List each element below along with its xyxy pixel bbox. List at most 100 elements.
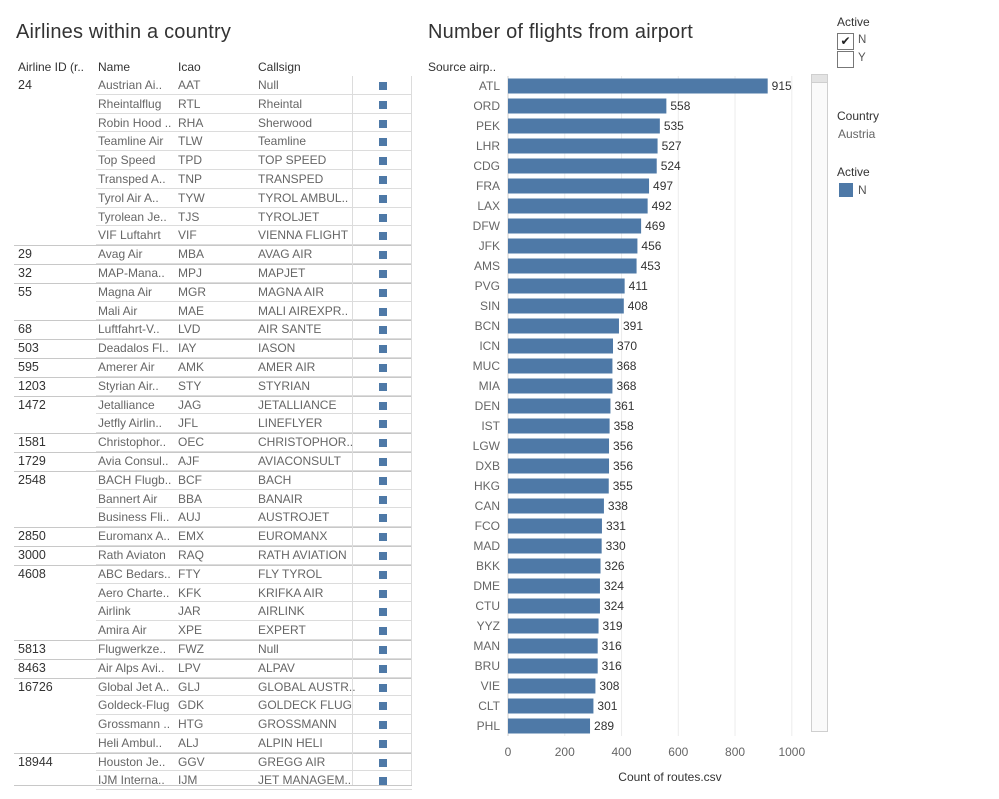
- row-mark[interactable]: [379, 758, 387, 767]
- row-mark[interactable]: [379, 664, 387, 673]
- table-row[interactable]: VIF Luftahrt VIF VIENNA FLIGHT: [14, 226, 414, 246]
- row-mark[interactable]: [379, 138, 387, 147]
- scrollbar-thumb[interactable]: [812, 75, 827, 83]
- bar[interactable]: [508, 378, 613, 394]
- row-mark[interactable]: [379, 326, 387, 335]
- bar[interactable]: [508, 198, 648, 214]
- row-header-source-airport[interactable]: Source airp..: [428, 60, 496, 74]
- bar[interactable]: [508, 338, 614, 354]
- table-row[interactable]: 18944 Houston Je.. GGV GREGG AIR: [14, 752, 414, 772]
- row-mark[interactable]: [379, 702, 387, 711]
- row-mark[interactable]: [379, 307, 387, 316]
- row-mark[interactable]: [379, 476, 387, 485]
- row-mark[interactable]: [379, 514, 387, 523]
- bar[interactable]: [508, 718, 591, 734]
- table-row[interactable]: Bannert Air BBA BANAIR: [14, 490, 414, 509]
- table-row[interactable]: 1581 Christophor.. OEC CHRISTOPHOR..: [14, 433, 414, 452]
- table-row[interactable]: Rheintalflug RTL Rheintal: [14, 95, 414, 114]
- row-mark[interactable]: [379, 363, 387, 372]
- table-row[interactable]: Heli Ambul.. ALJ ALPIN HELI: [14, 734, 414, 753]
- table-row[interactable]: 29 Avag Air MBA AVAG AIR: [14, 245, 414, 264]
- bar[interactable]: [508, 158, 657, 174]
- bar[interactable]: [508, 618, 599, 634]
- row-mark[interactable]: [379, 627, 387, 636]
- row-mark[interactable]: [379, 157, 387, 166]
- bar[interactable]: [508, 418, 610, 434]
- table-row[interactable]: 2548 BACH Flugb.. BCF BACH: [14, 470, 414, 490]
- table-row[interactable]: 16726 Global Jet A.. GLJ GLOBAL AUSTR..: [14, 677, 414, 697]
- table-row[interactable]: Grossmann .. HTG GROSSMANN: [14, 715, 414, 734]
- table-row[interactable]: Business Fli.. AUJ AUSTROJET: [14, 508, 414, 528]
- row-mark[interactable]: [379, 82, 387, 90]
- bar[interactable]: [508, 278, 625, 294]
- row-mark[interactable]: [379, 213, 387, 222]
- table-row[interactable]: 503 Deadalos Fl.. IAY IASON: [14, 339, 414, 358]
- bar[interactable]: [508, 258, 637, 274]
- bar[interactable]: [508, 298, 624, 314]
- row-mark[interactable]: [379, 495, 387, 504]
- bar[interactable]: [508, 558, 601, 574]
- bar[interactable]: [508, 678, 596, 694]
- table-row[interactable]: Amira Air XPE EXPERT: [14, 621, 414, 640]
- checkbox-n[interactable]: ✔: [837, 33, 854, 50]
- bar[interactable]: [508, 538, 602, 554]
- row-mark[interactable]: [379, 100, 387, 109]
- row-mark[interactable]: [379, 269, 387, 278]
- table-row[interactable]: 55 Magna Air MGR MAGNA AIR: [14, 282, 414, 302]
- bar[interactable]: [508, 458, 610, 474]
- row-mark[interactable]: [379, 439, 387, 448]
- table-row[interactable]: Aero Charte.. KFK KRIFKA AIR: [14, 584, 414, 603]
- bar[interactable]: [508, 138, 658, 154]
- bar[interactable]: [508, 218, 642, 234]
- header-name[interactable]: Name: [98, 60, 131, 74]
- row-mark[interactable]: [379, 420, 387, 429]
- row-mark[interactable]: [379, 721, 387, 730]
- row-mark[interactable]: [379, 401, 387, 410]
- row-mark[interactable]: [379, 175, 387, 184]
- table-row[interactable]: Teamline Air TLW Teamline: [14, 132, 414, 152]
- row-mark[interactable]: [379, 457, 387, 466]
- chart-scrollbar[interactable]: [811, 74, 828, 732]
- row-mark[interactable]: [379, 382, 387, 391]
- country-filter-value[interactable]: Austria: [838, 127, 876, 141]
- bar[interactable]: [508, 478, 609, 494]
- bar[interactable]: [508, 118, 660, 134]
- table-row[interactable]: Robin Hood .. RHA Sherwood: [14, 114, 414, 133]
- bar[interactable]: [508, 638, 598, 654]
- table-row[interactable]: 595 Amerer Air AMK AMER AIR: [14, 357, 414, 377]
- table-row[interactable]: Airlink JAR AIRLINK: [14, 602, 414, 622]
- table-row[interactable]: 32 MAP-Mana.. MPJ MAPJET: [14, 263, 414, 283]
- table-row[interactable]: IJM Interna.. IJM JET MANAGEM..: [14, 771, 414, 791]
- table-row[interactable]: Tyrolean Je.. TJS TYROLJET: [14, 208, 414, 227]
- header-icao[interactable]: Icao: [178, 60, 201, 74]
- table-row[interactable]: 8463 Air Alps Avi.. LPV ALPAV: [14, 658, 414, 678]
- table-row[interactable]: 4608 ABC Bedars.. FTY FLY TYROL: [14, 564, 414, 584]
- table-row[interactable]: Mali Air MAE MALI AIREXPR..: [14, 302, 414, 321]
- table-row[interactable]: 68 Luftfahrt-V.. LVD AIR SANTE: [14, 320, 414, 340]
- table-row[interactable]: Goldeck-Flug GDK GOLDECK FLUG: [14, 696, 414, 716]
- bar[interactable]: [508, 78, 768, 94]
- table-row[interactable]: 3000 Rath Aviaton RAQ RATH AVIATION: [14, 545, 414, 565]
- row-mark[interactable]: [379, 288, 387, 297]
- row-mark[interactable]: [379, 251, 387, 260]
- row-mark[interactable]: [379, 570, 387, 579]
- bar[interactable]: [508, 398, 611, 414]
- table-row[interactable]: Top Speed TPD TOP SPEED: [14, 151, 414, 170]
- bar[interactable]: [508, 358, 613, 374]
- table-row[interactable]: 24 Austrian Ai.. AAT Null: [14, 76, 414, 95]
- row-mark[interactable]: [379, 551, 387, 560]
- row-mark[interactable]: [379, 608, 387, 617]
- bar[interactable]: [508, 318, 619, 334]
- table-row[interactable]: Transped A.. TNP TRANSPED: [14, 170, 414, 189]
- x-axis-title[interactable]: Count of routes.csv: [618, 770, 721, 784]
- row-mark[interactable]: [379, 232, 387, 241]
- checkbox-y[interactable]: [837, 51, 854, 68]
- bar[interactable]: [508, 178, 650, 194]
- row-mark[interactable]: [379, 645, 387, 654]
- table-row[interactable]: Tyrol Air A.. TYW TYROL AMBUL..: [14, 189, 414, 208]
- bar[interactable]: [508, 98, 667, 114]
- bar[interactable]: [508, 578, 600, 594]
- table-row[interactable]: 1729 Avia Consul.. AJF AVIACONSULT: [14, 451, 414, 471]
- bar[interactable]: [508, 698, 594, 714]
- row-mark[interactable]: [379, 119, 387, 128]
